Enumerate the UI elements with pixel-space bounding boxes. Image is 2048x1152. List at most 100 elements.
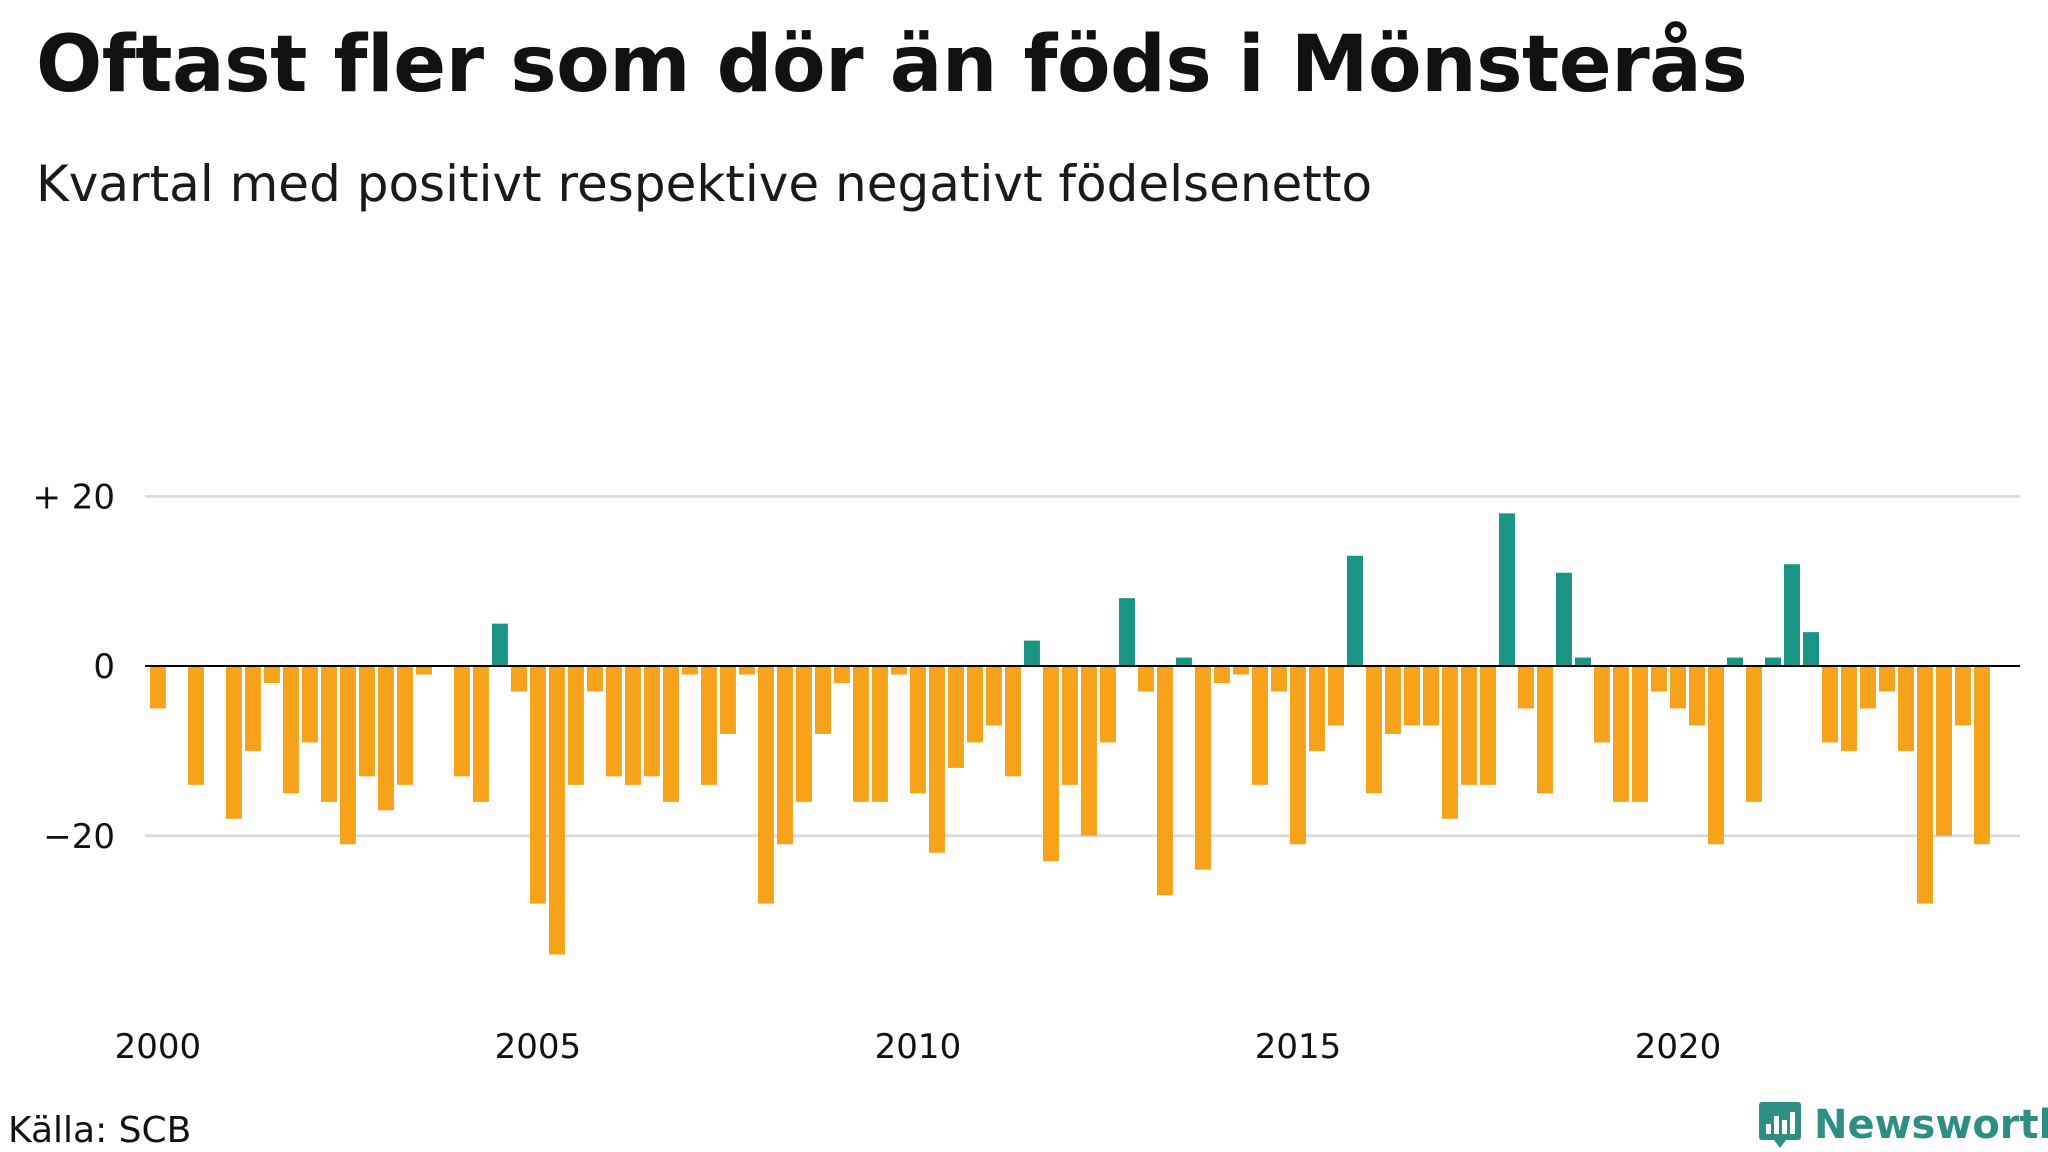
bar-negative: [1689, 666, 1705, 726]
bar-negative: [738, 666, 755, 675]
bar-negative: [1327, 666, 1344, 726]
source-note: Källa: SCB: [8, 1110, 192, 1151]
bar-negative: [719, 666, 736, 734]
bar-positive: [1727, 657, 1743, 667]
bar-negative: [1061, 666, 1078, 785]
bar-negative: [909, 666, 926, 794]
bar-negative: [1365, 666, 1382, 794]
brand-logo: Newsworthy: [1758, 1100, 2048, 1150]
bar-negative: [795, 666, 812, 802]
x-tick-label: 2000: [115, 1027, 202, 1067]
bar-negative: [700, 666, 717, 785]
bar-negative: [415, 666, 432, 675]
bar-negative: [1441, 666, 1458, 819]
bar-negative: [1137, 666, 1154, 692]
bar-negative: [1004, 666, 1021, 777]
bar-negative: [1936, 666, 1952, 836]
bar-negative: [1042, 666, 1059, 862]
bar-negative: [1917, 666, 1933, 904]
bar-negative: [453, 666, 470, 777]
bar-positive: [1765, 657, 1781, 667]
bar-negative: [567, 666, 584, 785]
bar-negative: [1460, 666, 1477, 785]
bar-negative: [1213, 666, 1230, 684]
bar-negative: [149, 666, 166, 709]
bar-negative: [1517, 666, 1534, 709]
bar-negative: [529, 666, 546, 904]
bar-negative: [472, 666, 489, 802]
bar-positive: [1346, 555, 1363, 667]
bar-negative: [1479, 666, 1496, 785]
bar-negative: [1898, 666, 1914, 751]
bar-negative: [643, 666, 660, 777]
bars: [149, 513, 1990, 955]
bar-negative: [624, 666, 641, 785]
bar-negative: [1156, 666, 1173, 896]
bar-negative: [1841, 666, 1857, 751]
bar-negative: [985, 666, 1002, 726]
x-axis-ticks: 2000 2005 2010 2015 2020: [115, 1027, 1722, 1067]
chart-title: Oftast fler som dör än föds i Mönsterås: [36, 20, 1748, 110]
bar-negative: [871, 666, 888, 802]
bar-negative: [339, 666, 356, 845]
bar-positive: [1575, 657, 1591, 667]
bar-negative: [1955, 666, 1971, 726]
bar-positive: [491, 623, 508, 667]
newsworthy-logo-icon: [1759, 1102, 1801, 1148]
bar-negative: [605, 666, 622, 777]
bar-negative: [282, 666, 299, 794]
bar-negative: [1270, 666, 1287, 692]
bar-negative: [966, 666, 983, 743]
bar-positive: [1556, 572, 1572, 667]
bar-negative: [1974, 666, 1990, 845]
bar-negative: [1099, 666, 1116, 743]
bar-negative: [1670, 666, 1686, 709]
bar-negative: [586, 666, 603, 692]
bar-positive: [1023, 640, 1040, 667]
x-tick-label: 2015: [1255, 1027, 1342, 1067]
bar-negative: [358, 666, 375, 777]
bar-negative: [1879, 666, 1895, 692]
bar-negative: [947, 666, 964, 768]
bar-positive: [1175, 657, 1192, 667]
bar-positive: [1803, 632, 1819, 667]
bar-negative: [225, 666, 242, 819]
bar-negative: [510, 666, 527, 692]
bar-negative: [1194, 666, 1211, 870]
y-tick-label: −20: [43, 817, 115, 857]
bar-negative: [396, 666, 413, 785]
bar-negative: [1822, 666, 1838, 743]
bar-negative: [244, 666, 261, 751]
bar-negative: [1594, 666, 1610, 743]
bar-negative: [890, 666, 907, 675]
bar-negative: [757, 666, 774, 904]
bar-negative: [852, 666, 869, 802]
bar-negative: [263, 666, 280, 684]
y-axis-ticks: + 20 0 −20: [32, 477, 115, 856]
bar-positive: [1498, 513, 1515, 667]
bar-negative: [377, 666, 394, 811]
brand-name: Newsworthy: [1814, 1102, 2048, 1148]
bar-negative: [1403, 666, 1420, 726]
bar-negative: [1613, 666, 1629, 802]
chart-subtitle: Kvartal med positivt respektive negativt…: [36, 155, 1373, 213]
bar-negative: [1632, 666, 1648, 802]
y-tick-label: 0: [93, 647, 115, 687]
bar-negative: [548, 666, 565, 955]
bar-negative: [928, 666, 945, 853]
bar-negative: [662, 666, 679, 802]
x-tick-label: 2010: [875, 1027, 962, 1067]
bar-negative: [833, 666, 850, 684]
bar-negative: [1860, 666, 1876, 709]
bar-negative: [1384, 666, 1401, 734]
bar-negative: [1289, 666, 1306, 845]
bar-negative: [187, 666, 204, 785]
bar-negative: [814, 666, 831, 734]
bar-negative: [301, 666, 318, 743]
bar-negative: [681, 666, 698, 675]
bar-negative: [1651, 666, 1667, 692]
y-tick-label: + 20: [32, 477, 115, 517]
bar-negative: [1746, 666, 1762, 802]
x-tick-label: 2005: [495, 1027, 582, 1067]
